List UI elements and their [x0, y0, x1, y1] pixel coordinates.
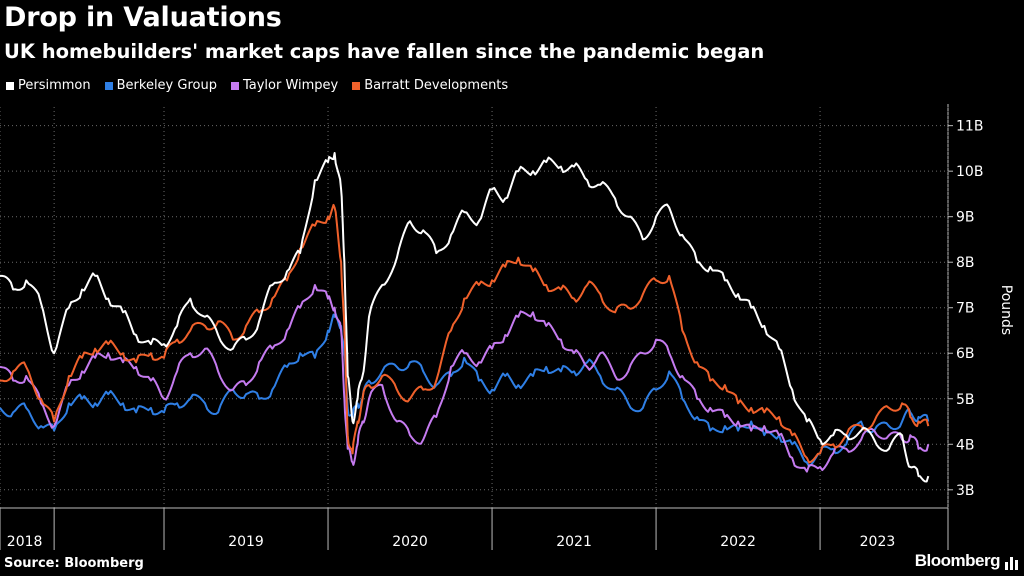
legend-item-barratt-developments: Barratt Developments	[352, 78, 508, 93]
legend-item-berkeley-group: Berkeley Group	[104, 78, 217, 93]
legend-item-taylor-wimpey: Taylor Wimpey	[230, 78, 339, 93]
legend-label-barratt-developments: Barratt Developments	[364, 78, 509, 93]
series-line-barratt-developments	[0, 203, 930, 464]
bloomberg-logo: Bloomberg	[914, 551, 1001, 570]
chart-subtitle: UK homebuilders' market caps have fallen…	[4, 40, 765, 63]
legend-item-persimmon: Persimmon	[6, 78, 91, 93]
legend-swatch-taylor-wimpey	[230, 81, 239, 90]
legend-label-persimmon: Persimmon	[18, 78, 91, 93]
legend-label-berkeley-group: Berkeley Group	[116, 78, 217, 93]
y-tick-label: 3B	[956, 483, 975, 499]
y-tick-label: 7B	[956, 301, 975, 317]
y-tick-label: 8B	[956, 255, 975, 271]
y-tick-label: 11B	[956, 119, 983, 135]
y-tick-label: 10B	[956, 164, 983, 180]
x-tick-label: 2020	[392, 534, 428, 550]
y-tick-label: 5B	[956, 392, 975, 408]
series-line-berkeley-group	[0, 313, 930, 468]
legend-swatch-berkeley-group	[104, 81, 113, 90]
y-tick-label: 9B	[956, 210, 975, 226]
x-tick-label: 2022	[720, 534, 756, 550]
y-tick-label: 6B	[956, 346, 975, 362]
chart-title: Drop in Valuations	[4, 2, 282, 33]
x-tick-label: 2021	[556, 534, 592, 550]
x-tick-label: 2018	[7, 534, 43, 550]
legend: Persimmon Berkeley Group Taylor Wimpey B…	[6, 78, 508, 93]
series-line-persimmon	[0, 152, 930, 483]
bloomberg-bars-icon	[1005, 557, 1018, 570]
legend-swatch-persimmon	[6, 81, 14, 90]
x-tick-label: 2019	[228, 534, 264, 550]
legend-label-taylor-wimpey: Taylor Wimpey	[242, 78, 339, 93]
source-note: Source: Bloomberg	[4, 556, 144, 571]
y-axis-title: Pounds	[998, 285, 1014, 335]
legend-swatch-barratt-developments	[352, 81, 361, 90]
y-tick-label: 4B	[956, 437, 975, 453]
series-line-taylor-wimpey	[0, 284, 930, 473]
x-tick-label: 2023	[860, 534, 896, 550]
